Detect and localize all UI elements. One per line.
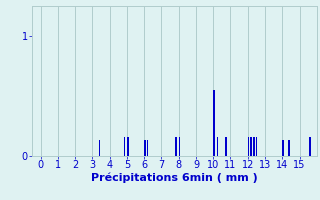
Bar [175, 137, 177, 156]
Bar [253, 137, 255, 156]
Bar [225, 137, 227, 156]
Bar [127, 137, 129, 156]
Bar [256, 137, 257, 156]
Bar [124, 137, 125, 156]
Bar [144, 140, 146, 156]
Bar [251, 137, 252, 156]
X-axis label: Précipitations 6min ( mm ): Précipitations 6min ( mm ) [91, 173, 258, 183]
Bar [147, 140, 148, 156]
Bar [179, 137, 180, 156]
Bar [282, 140, 284, 156]
Bar [288, 140, 290, 156]
Bar [248, 137, 249, 156]
Bar [309, 137, 311, 156]
Bar [99, 140, 100, 156]
Bar [213, 90, 215, 156]
Bar [217, 137, 218, 156]
